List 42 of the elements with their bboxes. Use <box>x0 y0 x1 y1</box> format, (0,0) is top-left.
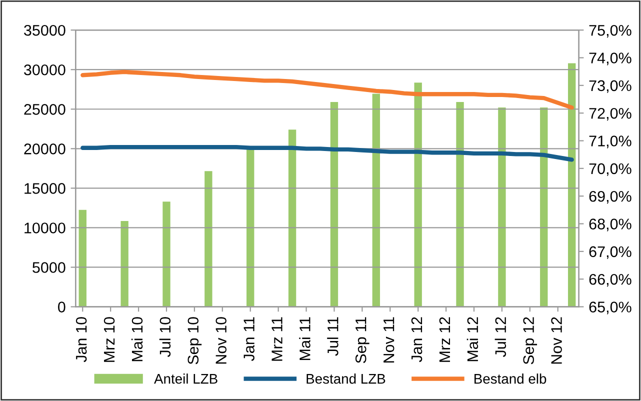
y2-tick-label: 74,0% <box>589 52 632 66</box>
x-tick-label: Mai 11 <box>299 317 310 360</box>
y-tick-label: 15000 <box>24 183 66 194</box>
x-tick-label: Mrz 12 <box>439 317 450 362</box>
x-tick-label: Mai 12 <box>466 317 478 362</box>
y2-tick-label: 72,0% <box>589 108 632 121</box>
x-tick-label: Sep 11 <box>355 317 370 364</box>
legend-label: Bestand elb <box>474 374 546 384</box>
x-tick-label: Jul 11 <box>327 317 338 356</box>
y2-tick-label: 67,0% <box>589 246 632 259</box>
x-tick-label: Nov 10 <box>216 317 226 364</box>
x-tick-label: Nov 11 <box>384 317 394 363</box>
x-tick-label: Mai 10 <box>131 317 143 362</box>
x-tick-label: Jan 10 <box>76 317 87 362</box>
y2-tick-label: 69,0% <box>589 190 632 204</box>
x-tick-label: Jul 12 <box>494 317 506 358</box>
x-tick-label: Mrz 11 <box>272 317 282 361</box>
y2-tick-label: 71,0% <box>589 136 632 148</box>
y-tick-label: 0 <box>58 302 66 312</box>
x-tick-label: Jul 10 <box>159 317 171 358</box>
y-tick-label: 5000 <box>32 262 66 273</box>
x-tick-label: Jan 11 <box>244 317 254 361</box>
line-series <box>80 70 574 110</box>
legend-label: Bestand LZB <box>306 374 386 384</box>
y2-tick-label: 70,0% <box>589 163 632 176</box>
x-tick-label: Sep 10 <box>188 317 202 364</box>
y2-tick-label: 75,0% <box>589 24 632 38</box>
y-tick-label: 35000 <box>24 24 66 36</box>
x-tick-label: Sep 12 <box>523 317 538 364</box>
y2-tick-label: 68,0% <box>589 218 632 232</box>
y-tick-label: 30000 <box>24 64 66 76</box>
y-tick-label: 25000 <box>24 104 66 115</box>
x-tick-label: Jan 12 <box>411 317 422 362</box>
line-series <box>80 144 574 162</box>
x-tick-label: Mrz 10 <box>104 317 115 362</box>
y2-tick-label: 65,0% <box>589 302 632 314</box>
legend-label: Anteil LZB <box>154 374 218 384</box>
x-tick-label: Nov 12 <box>551 317 562 364</box>
y2-tick-label: 66,0% <box>589 274 632 287</box>
y-tick-label: 20000 <box>24 144 66 154</box>
y-tick-label: 10000 <box>24 222 66 234</box>
y2-tick-label: 73,0% <box>589 80 632 93</box>
